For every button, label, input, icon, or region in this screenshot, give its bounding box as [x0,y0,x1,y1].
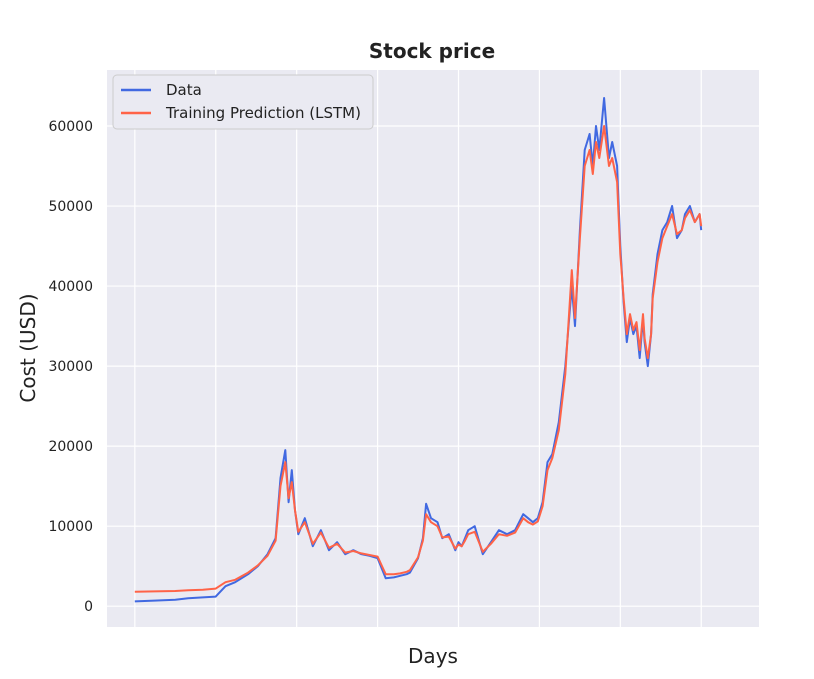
y-tick-label-5: 50000 [48,199,93,215]
legend: Data Training Prediction (LSTM) [112,74,374,130]
y-tick-label-2: 20000 [48,439,93,455]
series-line-training-prediction [134,125,703,593]
y-tick-label-1: 10000 [48,519,93,535]
legend-label-data: Data [166,81,202,99]
legend-label-training-prediction: Training Prediction (LSTM) [165,104,361,122]
chart-title: Stock price [369,39,495,63]
plot-area [107,70,759,627]
y-tick-labels: 0 10000 20000 30000 40000 50000 60000 [48,119,93,615]
y-tick-label-4: 40000 [48,279,93,295]
y-tick-label-3: 30000 [48,359,93,375]
grid-lines [107,70,759,627]
series-lines [134,97,703,603]
legend-box [112,74,374,130]
y-axis-label: Cost (USD) [16,293,40,402]
y-tick-label-0: 0 [84,599,93,615]
y-tick-label-6: 60000 [48,119,93,135]
x-axis-label: Days [408,644,458,668]
